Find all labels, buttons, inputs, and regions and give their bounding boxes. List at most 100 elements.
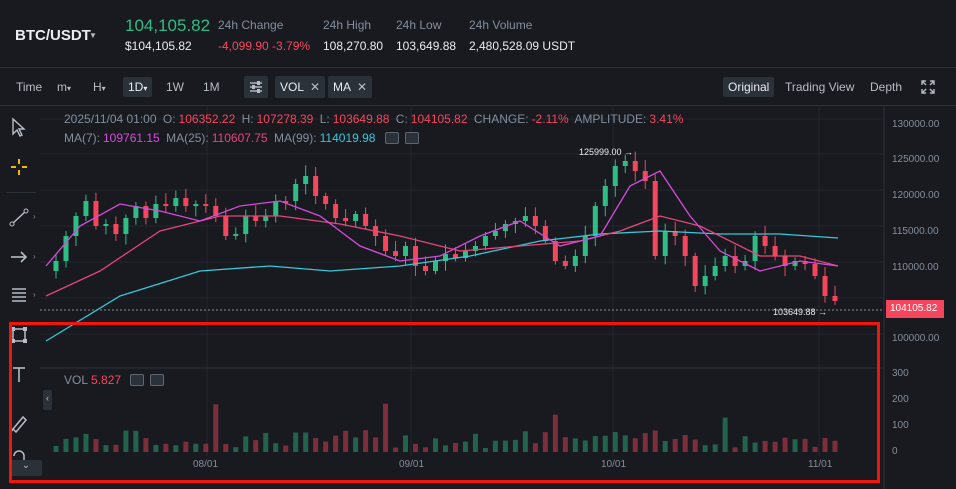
cursor-icon[interactable]	[8, 116, 30, 138]
view-original[interactable]: Original	[723, 77, 775, 97]
volume-bar	[582, 440, 588, 452]
view-trading-view[interactable]: Trading View	[785, 80, 855, 94]
arrow-right-icon[interactable]	[8, 246, 30, 268]
change-label: CHANGE:	[473, 112, 529, 126]
volume-bar	[223, 443, 229, 452]
date-axis-label: 10/01	[601, 459, 627, 470]
fullscreen-icon[interactable]	[920, 79, 936, 100]
candle-body	[832, 296, 838, 301]
stat-value-high: 108,270.80	[323, 39, 384, 53]
candle-body	[702, 276, 708, 286]
eye-icon[interactable]	[384, 131, 399, 144]
high-marker-label: 125999.00 →	[579, 147, 634, 157]
interval-hour[interactable]: H▾	[93, 80, 106, 94]
volume-bar	[702, 445, 708, 452]
tools-divider	[6, 192, 36, 193]
ma7-value: 109761.15	[103, 131, 160, 145]
volume-bar	[193, 443, 199, 452]
volume-bar	[183, 441, 189, 452]
interval-1d[interactable]: 1D▾	[123, 77, 153, 97]
crosshair-icon[interactable]	[8, 156, 30, 178]
ma25-line	[45, 215, 839, 297]
candle-body	[173, 198, 179, 206]
ma7-label: MA(7):	[64, 131, 100, 145]
candle-body	[452, 254, 458, 258]
volume-bar	[293, 432, 299, 452]
close-icon[interactable]: ✕	[357, 80, 368, 94]
date-axis-label: 08/01	[193, 459, 219, 470]
vol-chip-label: VOL	[280, 80, 305, 94]
volume-bar	[413, 443, 419, 452]
vol-info: VOL 5.827	[64, 373, 167, 387]
ma-indicator-chip[interactable]: MA ✕	[328, 76, 373, 98]
candle-body	[143, 206, 149, 218]
volume-bar	[133, 430, 139, 452]
pair-selector[interactable]: BTC/USDT	[15, 27, 91, 44]
price-axis-label: 110000.00	[892, 262, 939, 273]
candle-body	[692, 256, 698, 286]
vol-indicator-chip[interactable]: VOL ✕	[275, 76, 326, 98]
volume-bar	[662, 440, 668, 452]
volume-bar	[363, 430, 369, 452]
collapse-toolbar-button[interactable]: ‹	[43, 390, 52, 410]
volume-axis-label: 100	[892, 420, 909, 431]
caret-down-icon[interactable]: ▼	[89, 31, 97, 40]
magnet-icon[interactable]	[8, 450, 30, 472]
chevron-down-icon[interactable]: ⌄	[10, 460, 42, 476]
price-axis-label: 130000.00	[892, 119, 940, 130]
volume-bar	[562, 437, 568, 452]
settings-icon[interactable]	[404, 131, 419, 144]
volume-bar	[742, 436, 748, 452]
candle-body	[233, 234, 239, 236]
volume-bar	[712, 444, 718, 452]
rectangle-icon[interactable]	[8, 324, 30, 346]
candlestick-chart[interactable]	[0, 106, 956, 489]
candle-body	[413, 246, 419, 266]
drawing-tools: › › ›	[0, 106, 40, 489]
volume-bar	[502, 440, 508, 452]
view-depth[interactable]: Depth	[870, 80, 903, 94]
settings-icon[interactable]	[150, 373, 165, 386]
caret-down-icon: ▾	[101, 84, 106, 93]
volume-bar	[512, 439, 518, 452]
volume-bar	[442, 445, 448, 452]
candle-body	[442, 254, 448, 261]
expand-arrow-icon[interactable]: ›	[33, 252, 36, 261]
fib-lines-icon[interactable]	[8, 284, 30, 306]
volume-bar	[233, 447, 239, 452]
volume-bar	[313, 438, 319, 452]
candle-body	[552, 241, 558, 261]
volume-bar	[253, 440, 259, 452]
expand-arrow-icon[interactable]: ›	[33, 212, 36, 221]
volume-bar	[732, 447, 738, 452]
close-icon[interactable]: ✕	[310, 80, 321, 94]
trend-line-icon[interactable]	[8, 206, 30, 228]
price-axis-label: 125000.00	[892, 154, 940, 165]
caret-down-icon: ▾	[143, 84, 148, 93]
interval-time[interactable]: Time	[16, 80, 43, 94]
candle-body	[223, 216, 229, 236]
chart-toolbar: Time m▾ H▾ 1D▾ 1W 1M VOL ✕ MA ✕ Original T…	[0, 68, 956, 106]
volume-bar	[612, 432, 618, 452]
volume-bar	[782, 437, 788, 452]
volume-bar	[323, 441, 329, 452]
ohlc-date: 2025/11/04 01:00	[64, 112, 157, 126]
date-axis-label: 09/01	[399, 459, 425, 470]
indicator-settings-button[interactable]	[244, 76, 268, 98]
volume-bar	[383, 403, 389, 452]
volume-bar	[812, 446, 818, 452]
eye-icon[interactable]	[130, 373, 145, 386]
ma99-line	[45, 230, 839, 342]
expand-arrow-icon[interactable]: ›	[33, 290, 36, 299]
volume-bar	[692, 439, 698, 452]
candle-body	[383, 236, 389, 251]
interval-minute[interactable]: m▾	[57, 80, 71, 94]
candle-body	[812, 264, 818, 276]
volume-bar	[542, 432, 548, 452]
text-icon[interactable]	[8, 364, 30, 386]
interval-1m[interactable]: 1M	[203, 80, 220, 94]
interval-1w[interactable]: 1W	[166, 80, 184, 94]
candle-body	[572, 256, 578, 266]
volume-bar	[373, 437, 379, 452]
candle-body	[732, 256, 738, 266]
